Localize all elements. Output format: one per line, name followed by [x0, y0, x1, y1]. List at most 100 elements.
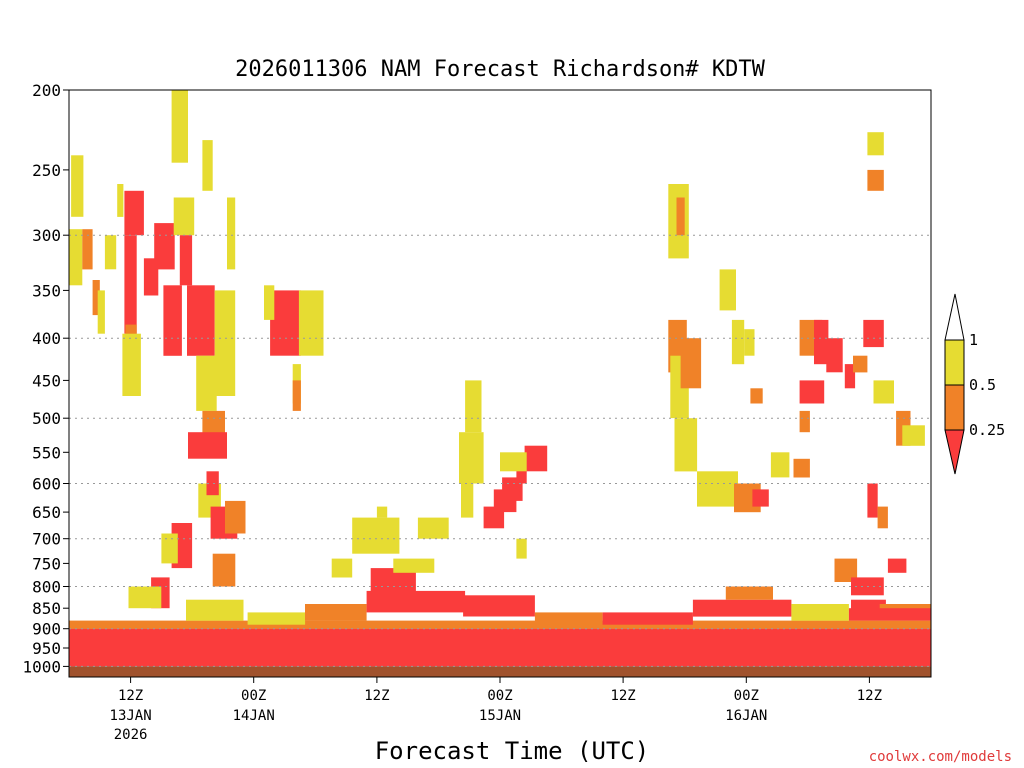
y-tick-label-450: 450: [32, 371, 61, 390]
region-97: [534, 612, 603, 625]
region-36: [292, 380, 301, 411]
y-tick-label-300: 300: [32, 226, 61, 245]
region-23: [227, 197, 236, 270]
region-22: [214, 290, 236, 396]
region-27: [225, 500, 246, 534]
region-59: [697, 471, 738, 507]
region-32: [270, 290, 301, 356]
region-49: [516, 465, 527, 484]
x-year-label-0: 2026: [114, 727, 148, 743]
richardson-regions: [69, 90, 931, 667]
region-19: [196, 355, 217, 411]
y-tick-label-200: 200: [32, 81, 61, 100]
credit-text: coolwx.com/models: [869, 749, 1012, 765]
legend: 1 0.5 0.25: [944, 293, 1005, 475]
region-71: [799, 380, 825, 404]
region-15: [173, 197, 195, 236]
region-2: [82, 229, 93, 270]
y-tick-label-700: 700: [32, 530, 61, 549]
region-102: [848, 608, 931, 621]
region-70: [826, 338, 843, 373]
x-date-label-3: 15JAN: [479, 708, 521, 724]
y-tick-label-600: 600: [32, 475, 61, 494]
region-14: [171, 90, 188, 163]
legend-swatch-yellow: [944, 339, 965, 386]
region-39: [331, 558, 353, 578]
region-78: [867, 169, 884, 191]
region-62: [731, 319, 745, 365]
region-38: [376, 506, 388, 518]
region-80: [902, 425, 925, 446]
region-63: [744, 329, 755, 356]
region-54: [676, 197, 685, 236]
x-tick-label-2: 12Z: [364, 688, 389, 704]
y-tick-label-1000: 1000: [22, 657, 61, 676]
legend-arrow-bottom: [944, 429, 965, 475]
x-date-label-0: 13JAN: [110, 708, 152, 724]
x-tick-label-1: 00Z: [241, 688, 266, 704]
legend-swatch-orange: [944, 384, 965, 431]
y-tick-label-350: 350: [32, 281, 61, 300]
region-50: [524, 445, 548, 472]
x-tick-label-4: 12Z: [610, 688, 635, 704]
region-89: [69, 620, 931, 629]
region-25: [206, 471, 219, 496]
region-10: [122, 333, 141, 396]
region-61: [752, 489, 769, 507]
x-date-label-1: 14JAN: [233, 708, 275, 724]
x-axis-title: Forecast Time (UTC): [375, 737, 650, 765]
region-91: [128, 586, 162, 609]
region-57: [680, 338, 702, 389]
region-42: [417, 517, 449, 539]
region-90: [69, 628, 931, 667]
region-101: [791, 604, 849, 621]
region-98: [602, 612, 693, 625]
region-58: [674, 418, 698, 472]
y-tick-label-650: 650: [32, 503, 61, 522]
y-tick-label-850: 850: [32, 599, 61, 618]
y-tick-label-950: 950: [32, 639, 61, 658]
region-66: [770, 452, 790, 478]
region-52: [516, 538, 527, 559]
region-92: [186, 599, 244, 621]
region-17: [187, 285, 215, 356]
region-4: [97, 290, 105, 334]
region-6: [117, 184, 124, 217]
ground-layer: [69, 666, 931, 677]
y-tick-label-250: 250: [32, 161, 61, 180]
x-tick-label-3: 00Z: [487, 688, 512, 704]
region-96: [463, 595, 535, 617]
y-tick-label-900: 900: [32, 620, 61, 639]
plot-area: [68, 89, 932, 678]
legend-label-1: 1: [969, 331, 978, 349]
region-93: [247, 612, 306, 625]
region-72: [799, 410, 810, 433]
region-45: [461, 483, 474, 518]
region-13: [163, 285, 182, 356]
region-94: [305, 604, 367, 621]
region-74: [863, 319, 884, 348]
region-95: [366, 590, 466, 613]
region-82: [877, 506, 888, 529]
region-73: [844, 364, 856, 389]
y-tick-label-550: 550: [32, 443, 61, 462]
region-3: [92, 280, 100, 316]
y-tick-label-800: 800: [32, 578, 61, 597]
region-77: [867, 132, 884, 156]
region-76: [873, 380, 894, 404]
region-37: [352, 517, 400, 554]
x-axis: 12Z 13JAN 2026 00Z 14JAN 12Z 00Z 15JAN 12Z 00Z 16J…: [110, 677, 882, 743]
region-21: [188, 432, 227, 459]
y-tick-label-400: 400: [32, 329, 61, 348]
region-0: [71, 155, 84, 217]
region-99: [692, 599, 792, 617]
region-1: [69, 229, 83, 286]
region-5: [104, 235, 117, 270]
region-64: [719, 269, 736, 311]
region-69: [814, 319, 829, 365]
region-7: [124, 190, 144, 236]
region-51: [500, 452, 527, 472]
legend-label-0-25: 0.25: [969, 421, 1005, 439]
region-41: [393, 558, 435, 573]
